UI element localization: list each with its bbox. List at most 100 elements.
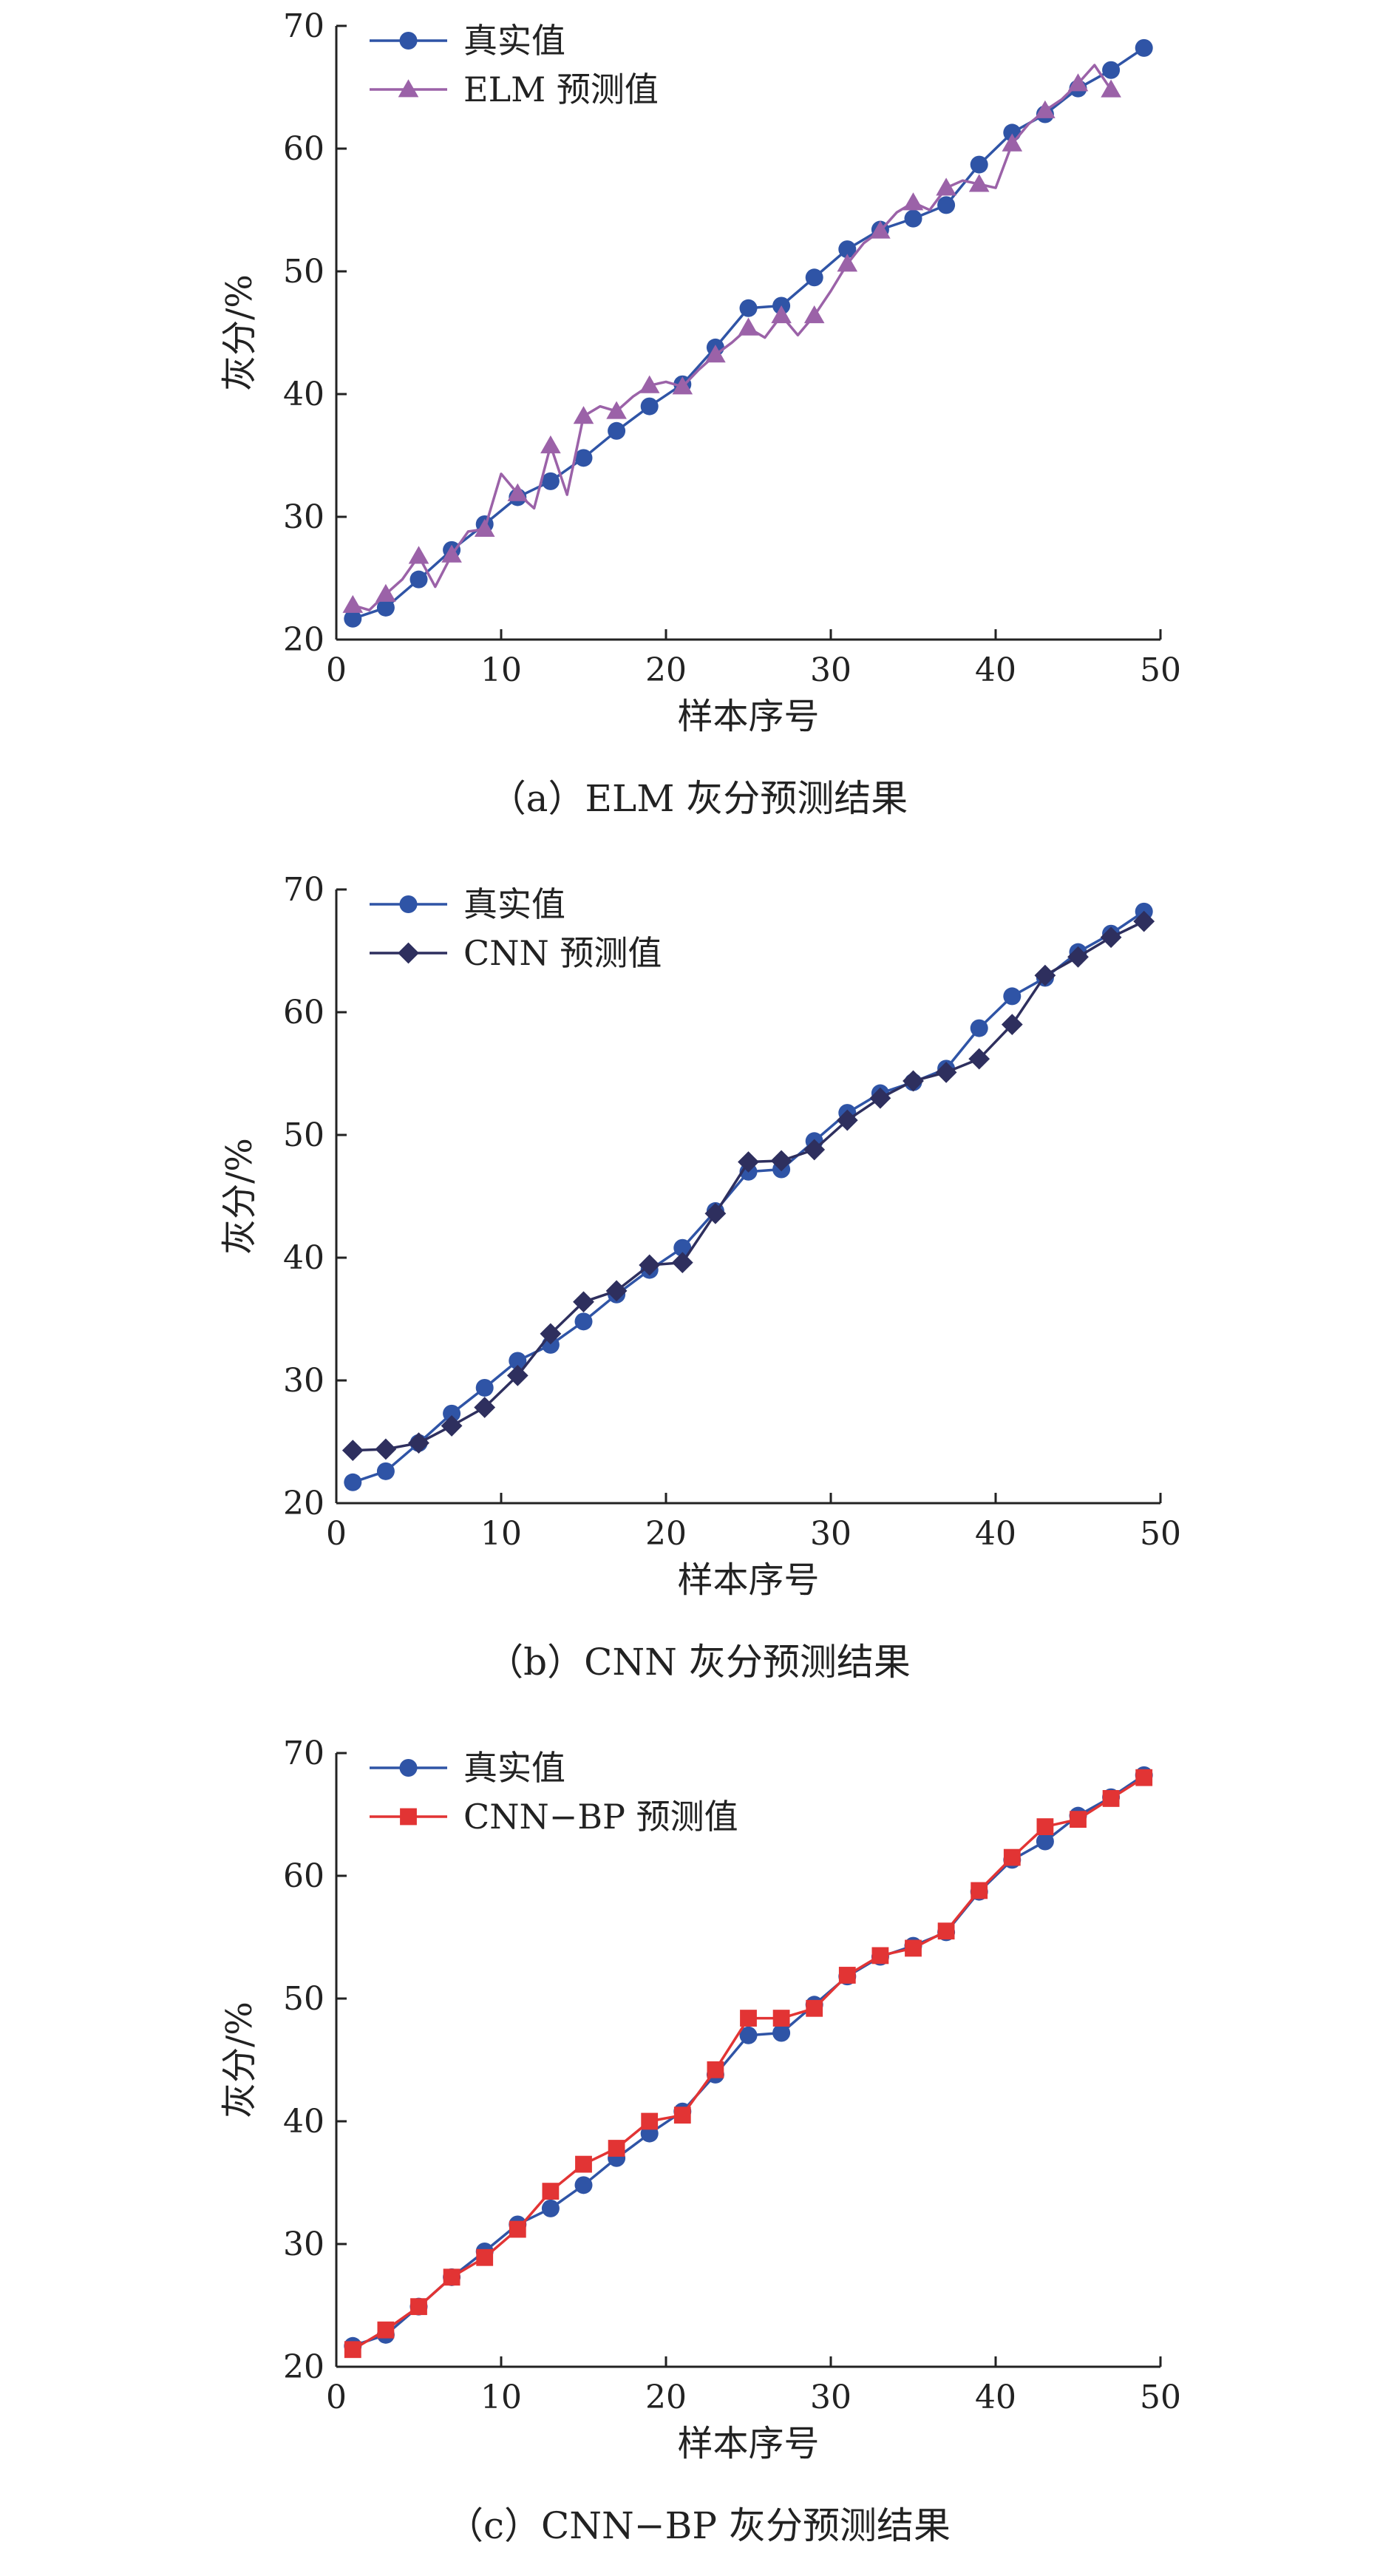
data-point (1036, 1818, 1054, 1835)
data-point (441, 544, 462, 563)
chart-caption: （a）ELM 灰分预测结果 (489, 777, 908, 820)
data-point (903, 192, 924, 211)
data-point (476, 2248, 494, 2266)
y-tick-label: 60 (283, 130, 324, 168)
legend-label: CNN−BP 预测值 (463, 1797, 738, 1837)
data-point (639, 1254, 661, 1276)
data-point (738, 317, 759, 336)
legend-label: 真实值 (463, 21, 565, 61)
data-point (639, 375, 660, 393)
data-point (640, 397, 659, 416)
chart-elm: 0 10 20 30 40 50 20 30 40 50 60 70 样本序号 灰分/% 真实值 ELM 预测… (219, 7, 1181, 737)
y-tick-label: 20 (283, 621, 324, 659)
data-point (474, 1397, 496, 1418)
x-tick-label: 10 (480, 651, 522, 689)
data-point (903, 1070, 924, 1092)
data-point (542, 2183, 560, 2200)
x-tick-label: 40 (975, 651, 1016, 689)
x-tick-label: 20 (645, 1515, 687, 1553)
data-point (1135, 38, 1153, 57)
y-tick-label: 40 (283, 1239, 324, 1277)
data-point (772, 2024, 791, 2042)
data-point (1102, 1790, 1120, 1807)
legend-marker (398, 942, 419, 964)
x-tick-label: 50 (1140, 651, 1181, 689)
data-point (541, 2199, 560, 2217)
data-point (507, 483, 528, 501)
data-point (1101, 79, 1121, 98)
data-point (935, 1061, 957, 1083)
data-point (771, 305, 792, 324)
data-point (574, 449, 593, 467)
legend-marker (398, 79, 419, 98)
data-point (409, 570, 428, 589)
x-tick-label: 10 (480, 1515, 522, 1553)
chart-panel-elm: 0 10 20 30 40 50 20 30 40 50 60 70 样本序号 灰分/% 真实值 ELM 预测… (0, 0, 1397, 849)
data-point (805, 268, 823, 287)
y-tick-label: 60 (283, 994, 324, 1031)
x-tick-label: 30 (810, 1515, 852, 1553)
data-point (739, 299, 758, 317)
data-point (1003, 987, 1022, 1006)
data-point (740, 2010, 757, 2027)
data-point (573, 1291, 594, 1313)
data-point (870, 220, 891, 239)
y-tick-label: 30 (283, 498, 324, 536)
chart-panel-cnn: 0 10 20 30 40 50 20 30 40 50 60 70 样本序号 灰分/% 真实值 CNN 预测… (0, 864, 1397, 1712)
y-tick-label: 50 (283, 1980, 324, 2018)
x-tick-label: 30 (810, 651, 852, 689)
chart-caption: （c）CNN−BP 灰分预测结果 (446, 2504, 951, 2547)
data-point (474, 518, 495, 537)
data-point (344, 609, 362, 628)
legend-label: CNN 预测值 (463, 933, 662, 973)
data-point (1035, 100, 1056, 118)
x-tick-label: 40 (975, 1515, 1016, 1553)
data-point (772, 2010, 790, 2027)
data-point (871, 1947, 889, 1965)
x-tick-label: 50 (1140, 2379, 1181, 2416)
x-tick-label: 50 (1140, 1515, 1181, 1553)
legend-label: 真实值 (463, 1748, 565, 1788)
data-point (1100, 926, 1122, 949)
data-point (509, 1352, 527, 1370)
data-point (837, 254, 858, 272)
x-axis-title: 样本序号 (677, 2423, 819, 2464)
y-axis-title: 灰分/% (219, 274, 260, 391)
x-tick-label: 0 (326, 1515, 347, 1553)
legend-label: ELM 预测值 (463, 70, 659, 109)
data-point (937, 1922, 955, 1940)
data-point (608, 421, 626, 440)
data-point (1067, 73, 1089, 92)
data-point (970, 1019, 988, 1037)
x-axis-title: 样本序号 (677, 1559, 819, 1601)
data-point (770, 1150, 792, 1172)
data-point (408, 546, 429, 564)
data-point (376, 1462, 395, 1480)
data-point (905, 1939, 922, 1957)
chart-cnn: 0 10 20 30 40 50 20 30 40 50 60 70 样本序号 灰分/% 真实值 CNN 预测… (219, 871, 1181, 1601)
legend-marker (399, 1759, 418, 1777)
legend-marker (400, 1808, 417, 1826)
data-point (574, 1312, 593, 1331)
y-tick-label: 20 (283, 2348, 324, 2386)
data-point (443, 1404, 461, 1423)
data-point (673, 2106, 691, 2124)
x-tick-label: 10 (480, 2379, 522, 2416)
series-line (352, 910, 1145, 1484)
data-point (375, 1438, 397, 1460)
y-tick-label: 20 (283, 1485, 324, 1522)
data-point (970, 155, 988, 174)
data-point (641, 2112, 659, 2130)
data-point (509, 2220, 526, 2238)
data-point (707, 2061, 724, 2078)
y-tick-label: 60 (283, 1857, 324, 1895)
data-point (672, 376, 693, 395)
series-line (352, 1774, 1145, 2348)
y-tick-label: 40 (283, 2103, 324, 2141)
y-tick-label: 30 (283, 1362, 324, 1400)
data-point (1003, 1848, 1021, 1866)
data-point (443, 2268, 460, 2286)
x-tick-label: 0 (326, 2379, 347, 2416)
y-tick-label: 70 (283, 871, 324, 909)
data-point (1034, 964, 1056, 986)
